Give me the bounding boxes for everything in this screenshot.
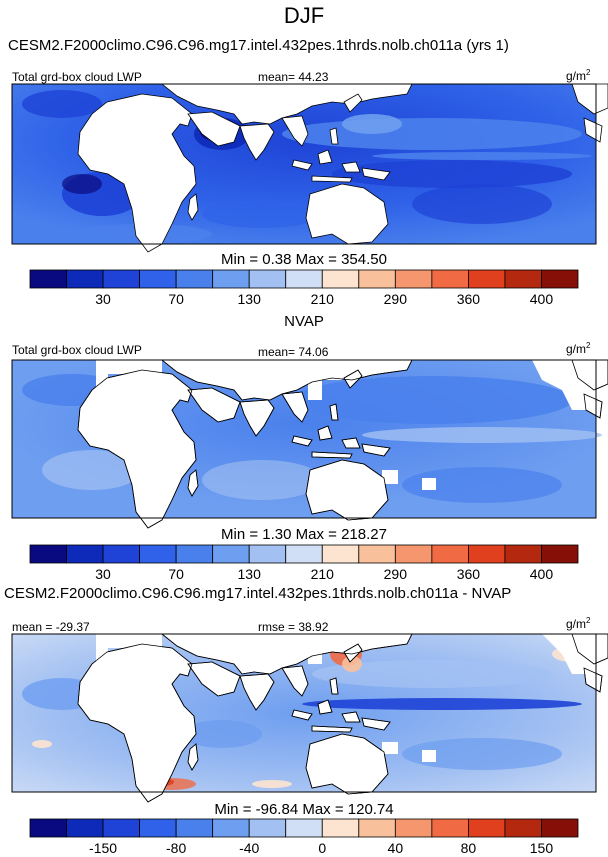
colorbar3-swatch bbox=[248, 818, 287, 838]
colorbar3 bbox=[29, 818, 579, 838]
colorbar2-tick-label: 70 bbox=[168, 566, 184, 582]
colorbar2-swatch bbox=[139, 544, 177, 564]
colorbar2-swatch bbox=[66, 544, 104, 564]
colorbar1-tick-label: 290 bbox=[383, 291, 407, 307]
colorbar3-tick-label: -80 bbox=[166, 840, 187, 856]
colorbar2-tick-label: 210 bbox=[310, 566, 334, 582]
panel1-title: CESM2.F2000climo.C96.C96.mg17.intel.432p… bbox=[8, 37, 509, 54]
colorbar3-swatch bbox=[504, 818, 542, 838]
panel2-units: g/m2 bbox=[566, 341, 591, 356]
panel3-title: CESM2.F2000climo.C96.C96.mg17.intel.432p… bbox=[4, 585, 512, 602]
colorbar3-swatch bbox=[321, 818, 360, 838]
colorbar3-swatch bbox=[175, 818, 214, 838]
colorbar2 bbox=[29, 544, 579, 564]
colorbar1-swatch bbox=[248, 269, 287, 289]
colorbar2-swatch bbox=[29, 544, 67, 564]
colorbar1-tick-label: 360 bbox=[456, 291, 481, 307]
colorbar2-tick-label: 360 bbox=[456, 566, 481, 582]
panel1-variable-label: Total grd-box cloud LWP bbox=[12, 70, 142, 84]
colorbar2-swatch bbox=[175, 544, 214, 564]
colorbar1-tick-label: 130 bbox=[237, 291, 261, 307]
colorbar1-swatch bbox=[66, 269, 104, 289]
panel1-map bbox=[11, 83, 608, 253]
colorbar1 bbox=[29, 269, 579, 289]
panel2-map bbox=[11, 359, 608, 529]
colorbar3-tick-label: 0 bbox=[318, 840, 327, 856]
panel2-mean-label: mean= 74.06 bbox=[258, 345, 329, 359]
panel1-minmax: Min = 0.38 Max = 354.50 bbox=[221, 251, 387, 268]
colorbar2-swatch bbox=[541, 544, 579, 564]
colorbar1-swatch bbox=[102, 269, 140, 289]
colorbar1-swatch bbox=[175, 269, 214, 289]
colorbar3-swatch bbox=[467, 818, 506, 838]
colorbar3-tick-label: -150 bbox=[89, 840, 118, 856]
colorbar1-swatch bbox=[285, 269, 323, 289]
panel3-rmse-label: rmse = 38.92 bbox=[258, 620, 329, 634]
colorbar3-swatch bbox=[66, 818, 104, 838]
colorbar3-swatch bbox=[285, 818, 323, 838]
colorbar2-swatch bbox=[504, 544, 542, 564]
colorbar2-swatch bbox=[248, 544, 287, 564]
panel3-frame bbox=[11, 633, 597, 793]
panel2-title: NVAP bbox=[284, 313, 324, 330]
panel2-variable-label: Total grd-box cloud LWP bbox=[12, 343, 142, 357]
colorbar1-swatch bbox=[212, 269, 250, 289]
colorbar2-tick-label: 400 bbox=[529, 566, 554, 582]
colorbar1-tick-label: 210 bbox=[310, 291, 334, 307]
colorbar2-tick-label: 130 bbox=[237, 566, 261, 582]
panel3-map bbox=[11, 633, 608, 803]
panel2-frame bbox=[11, 359, 597, 519]
panel3-units: g/m2 bbox=[566, 616, 591, 631]
colorbar1-tick-label: 400 bbox=[529, 291, 554, 307]
colorbar3-swatch bbox=[431, 818, 469, 838]
colorbar3-tick-label: 40 bbox=[387, 840, 404, 856]
colorbar2-swatch bbox=[285, 544, 323, 564]
panel3-minmax: Min = -96.84 Max = 120.74 bbox=[214, 801, 394, 818]
colorbar2-swatch bbox=[394, 544, 433, 564]
colorbar2-swatch bbox=[467, 544, 506, 564]
colorbar3-swatch bbox=[139, 818, 177, 838]
colorbar3-swatch bbox=[394, 818, 433, 838]
panel2-minmax: Min = 1.30 Max = 218.27 bbox=[221, 526, 387, 543]
colorbar3-tick-label: 80 bbox=[460, 840, 477, 856]
colorbar1-swatch bbox=[29, 269, 67, 289]
colorbar1-tick-label: 30 bbox=[95, 291, 111, 307]
figure-title: DJF bbox=[283, 3, 325, 28]
colorbar3-tick-label: 150 bbox=[529, 840, 554, 856]
colorbar1-swatch bbox=[467, 269, 506, 289]
colorbar1-swatch bbox=[504, 269, 542, 289]
colorbar3-swatch bbox=[212, 818, 250, 838]
colorbar3-swatch bbox=[102, 818, 140, 838]
panel1-mean-label: mean= 44.23 bbox=[258, 70, 329, 84]
colorbar3-swatch bbox=[541, 818, 579, 838]
colorbar1-swatch bbox=[139, 269, 177, 289]
panel3-mean-label: mean = -29.37 bbox=[12, 620, 90, 634]
colorbar2-swatch bbox=[431, 544, 469, 564]
colorbar2-swatch bbox=[212, 544, 250, 564]
colorbar1-swatch bbox=[394, 269, 433, 289]
colorbar3-tick-label: -40 bbox=[239, 840, 260, 856]
colorbar3-swatch bbox=[358, 818, 396, 838]
panel1-frame bbox=[11, 83, 597, 245]
colorbar1-swatch bbox=[431, 269, 469, 289]
colorbar2-tick-label: 290 bbox=[383, 566, 407, 582]
colorbar2-tick-label: 30 bbox=[95, 566, 111, 582]
panel1-units: g/m2 bbox=[566, 68, 591, 83]
colorbar2-swatch bbox=[358, 544, 396, 564]
colorbar2-swatch bbox=[321, 544, 360, 564]
colorbar2-swatch bbox=[102, 544, 140, 564]
colorbar1-swatch bbox=[321, 269, 360, 289]
colorbar3-swatch bbox=[29, 818, 67, 838]
colorbar1-swatch bbox=[541, 269, 579, 289]
colorbar1-swatch bbox=[358, 269, 396, 289]
colorbar1-tick-label: 70 bbox=[168, 291, 184, 307]
